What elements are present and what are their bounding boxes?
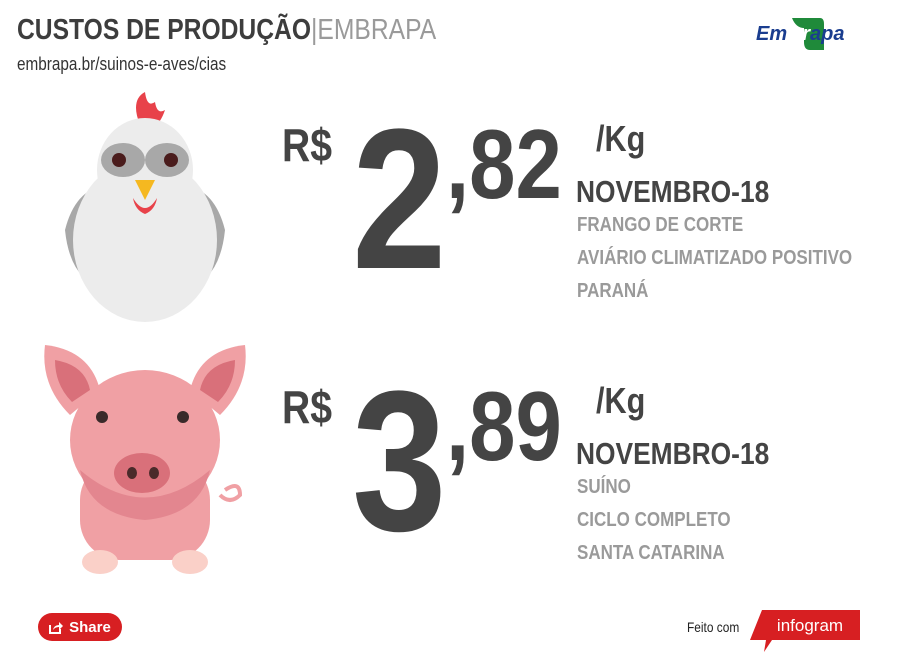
currency: R$ xyxy=(282,119,332,171)
currency: R$ xyxy=(282,381,332,433)
detail-state: SANTA CATARINA xyxy=(577,542,725,564)
period: NOVEMBRO-18 xyxy=(576,436,770,471)
infogram-logo[interactable]: infogram xyxy=(750,610,862,652)
detail-product: SUÍNO xyxy=(577,476,631,498)
detail-system: AVIÁRIO CLIMATIZADO POSITIVO xyxy=(577,247,853,269)
price-integer: 2 xyxy=(352,88,447,311)
embrapa-logo: Em br apa xyxy=(756,18,844,50)
period: NOVEMBRO-18 xyxy=(576,174,770,209)
page-title: CUSTOS DE PRODUÇÃO|EMBRAPA xyxy=(17,14,510,47)
detail-product: FRANGO DE CORTE xyxy=(577,214,744,236)
made-with-label: Feito com xyxy=(687,619,740,635)
detail-state: PARANÁ xyxy=(577,280,649,302)
title-org: EMBRAPA xyxy=(317,14,437,46)
pig-icon xyxy=(44,345,246,574)
infogram-text: infogram xyxy=(777,616,843,635)
share-label: Share xyxy=(69,618,111,636)
unit: /Kg xyxy=(596,380,646,421)
detail-system: CICLO COMPLETO xyxy=(577,509,731,531)
share-button[interactable]: Share xyxy=(38,613,122,641)
svg-text:apa: apa xyxy=(810,23,844,45)
price-cents: ,82 xyxy=(446,109,562,219)
price-integer: 3 xyxy=(352,350,447,573)
unit: /Kg xyxy=(596,118,646,159)
svg-text:br: br xyxy=(790,23,811,45)
source-url[interactable]: embrapa.br/suinos-e-aves/cias xyxy=(17,54,227,74)
chicken-icon xyxy=(65,92,225,322)
share-icon xyxy=(49,621,64,634)
title-main: CUSTOS DE PRODUÇÃO xyxy=(17,14,312,46)
price-cents: ,89 xyxy=(446,371,562,481)
svg-text:Em: Em xyxy=(756,23,787,45)
title-separator: | xyxy=(311,14,318,46)
